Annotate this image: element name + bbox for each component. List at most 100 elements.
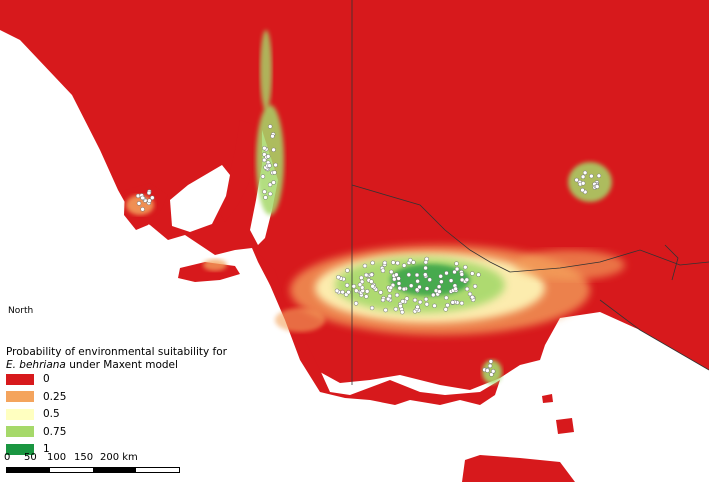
occurrence-point xyxy=(596,173,602,179)
occurrence-point xyxy=(415,279,420,284)
occurrence-point xyxy=(140,195,145,201)
occurrence-point xyxy=(268,191,273,197)
legend-label: 0.25 xyxy=(43,390,67,403)
legend-species: E. behriana xyxy=(6,359,66,371)
occurrence-point xyxy=(431,292,436,298)
legend-item: 0 xyxy=(6,373,50,385)
state-borders xyxy=(351,0,709,385)
occurrence-point xyxy=(357,282,363,287)
occurrence-point xyxy=(271,147,276,153)
occurrence-point xyxy=(464,277,469,282)
occurrence-point xyxy=(391,260,396,265)
occurrence-point xyxy=(369,305,375,311)
legend-swatch xyxy=(6,443,34,455)
occurrence-point xyxy=(581,181,586,186)
scale-tick-150: 150 xyxy=(74,452,94,463)
legend-swatch xyxy=(6,426,34,437)
occurrence-point xyxy=(459,272,464,277)
scale-tick-100: 100 xyxy=(47,452,67,463)
occurrence-point xyxy=(146,190,152,196)
occurrence-points xyxy=(135,124,602,377)
occurrence-point xyxy=(263,195,268,200)
occurrence-point xyxy=(491,369,496,374)
occurrence-point xyxy=(135,193,141,199)
occurrence-point xyxy=(436,284,442,289)
occurrence-point xyxy=(470,271,475,276)
occurrence-point xyxy=(417,284,422,290)
occurrence-point xyxy=(365,289,370,294)
occurrence-point xyxy=(439,279,444,284)
occurrence-point xyxy=(400,299,405,304)
occurrence-point xyxy=(364,272,369,278)
occurrence-point xyxy=(393,307,398,312)
north-label: North xyxy=(8,306,34,316)
occurrence-point xyxy=(388,285,393,290)
scale-tick-50: 50 xyxy=(24,452,37,463)
occurrence-point xyxy=(485,368,490,373)
occurrence-point xyxy=(336,275,341,280)
occurrence-point xyxy=(459,277,465,283)
occurrence-point xyxy=(383,307,388,313)
occurrence-point xyxy=(452,269,457,275)
occurrence-point xyxy=(409,283,414,288)
occurrence-point xyxy=(136,201,142,206)
legend-item: 0.75 xyxy=(6,426,66,438)
occurrence-point xyxy=(140,207,145,212)
occurrence-point xyxy=(389,269,394,275)
occurrence-point xyxy=(267,163,272,168)
legend-swatch xyxy=(6,391,34,402)
occurrence-point xyxy=(589,173,594,179)
scale-bar xyxy=(6,467,180,473)
legend-title: Probability of environmental suitability… xyxy=(6,346,227,372)
legend-title-line2: E. behriana under Maxent model xyxy=(6,359,227,372)
occurrence-point xyxy=(382,260,387,266)
occurrence-point xyxy=(444,270,449,276)
occurrence-point xyxy=(595,184,600,189)
occurrence-point xyxy=(370,260,375,266)
occurrence-point xyxy=(467,291,473,297)
occurrence-point xyxy=(370,284,375,289)
legend-label: 0.75 xyxy=(43,425,67,438)
occurrence-point xyxy=(415,304,420,310)
occurrence-point xyxy=(470,295,475,300)
occurrence-point xyxy=(423,260,428,265)
occurrence-point xyxy=(346,290,351,295)
occurrence-point xyxy=(271,180,276,185)
occurrence-point xyxy=(340,289,345,295)
occurrence-point xyxy=(580,187,585,193)
occurrence-point xyxy=(396,276,401,281)
occurrence-point xyxy=(351,284,357,289)
legend-label: 0 xyxy=(43,373,50,385)
occurrence-point xyxy=(454,266,460,272)
occurrence-point xyxy=(427,277,432,282)
legend-item: 1 xyxy=(6,443,50,455)
occurrence-point xyxy=(395,260,400,266)
occurrence-point xyxy=(459,301,464,306)
occurrence-point xyxy=(406,272,411,277)
occurrence-point xyxy=(345,268,350,273)
occurrence-point xyxy=(150,195,155,200)
occurrence-point xyxy=(344,283,350,288)
occurrence-point xyxy=(369,279,374,284)
occurrence-point xyxy=(464,286,470,292)
occurrence-point xyxy=(424,286,430,291)
occurrence-point xyxy=(444,295,449,300)
occurrence-point xyxy=(580,174,586,180)
occurrence-point xyxy=(411,260,416,265)
occurrence-point xyxy=(266,154,271,159)
occurrence-point xyxy=(438,274,443,279)
occurrence-point xyxy=(260,174,266,179)
occurrence-point xyxy=(450,300,455,305)
occurrence-point xyxy=(359,275,364,280)
occurrence-point xyxy=(445,303,450,308)
occurrence-point xyxy=(262,189,267,194)
occurrence-point xyxy=(423,272,428,277)
occurrence-point xyxy=(362,263,368,269)
occurrence-point xyxy=(369,272,374,277)
legend-item: 0.25 xyxy=(6,391,66,403)
legend-swatch xyxy=(6,408,34,420)
occurrence-point xyxy=(423,265,428,271)
legend-swatch xyxy=(6,373,34,385)
